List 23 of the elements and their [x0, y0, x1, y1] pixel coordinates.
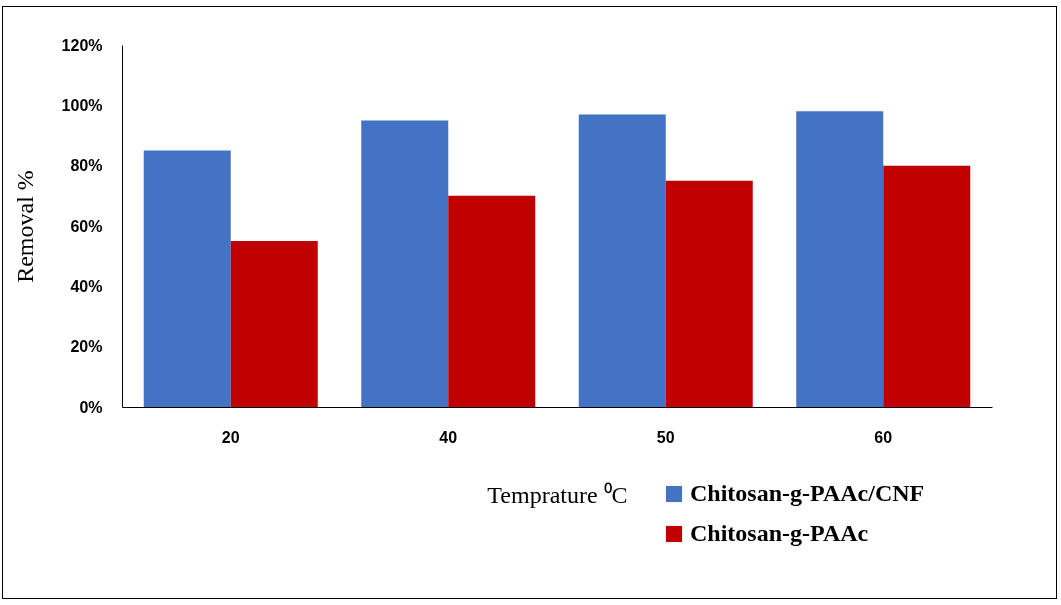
bar: [883, 165, 971, 407]
bar: [796, 111, 884, 407]
y-tick-label: 120%: [61, 36, 103, 54]
bar: [361, 120, 449, 407]
x-tick-label: 60: [874, 428, 893, 446]
bar: [448, 195, 536, 407]
x-tick-label: 20: [221, 428, 240, 446]
x-tick-label: 50: [656, 428, 675, 446]
y-tick-label: 100%: [61, 96, 103, 114]
bar: [230, 241, 318, 407]
y-axis-title: Removal %: [11, 170, 38, 283]
y-tick-label: 40%: [70, 277, 103, 295]
bar: [143, 150, 231, 407]
legend-label: Chitosan-g-PAAc: [690, 520, 869, 546]
y-tick-label: 80%: [70, 157, 103, 175]
x-tick-label: 40: [439, 428, 458, 446]
bar: [578, 114, 666, 407]
bar: [665, 180, 753, 407]
y-tick-label: 60%: [70, 217, 103, 235]
y-tick-label: 20%: [70, 338, 103, 356]
x-axis-title: Temprature ⁰C: [487, 481, 628, 508]
legend-label: Chitosan-g-PAAc/CNF: [690, 480, 925, 506]
y-tick-label: 0%: [79, 398, 103, 416]
